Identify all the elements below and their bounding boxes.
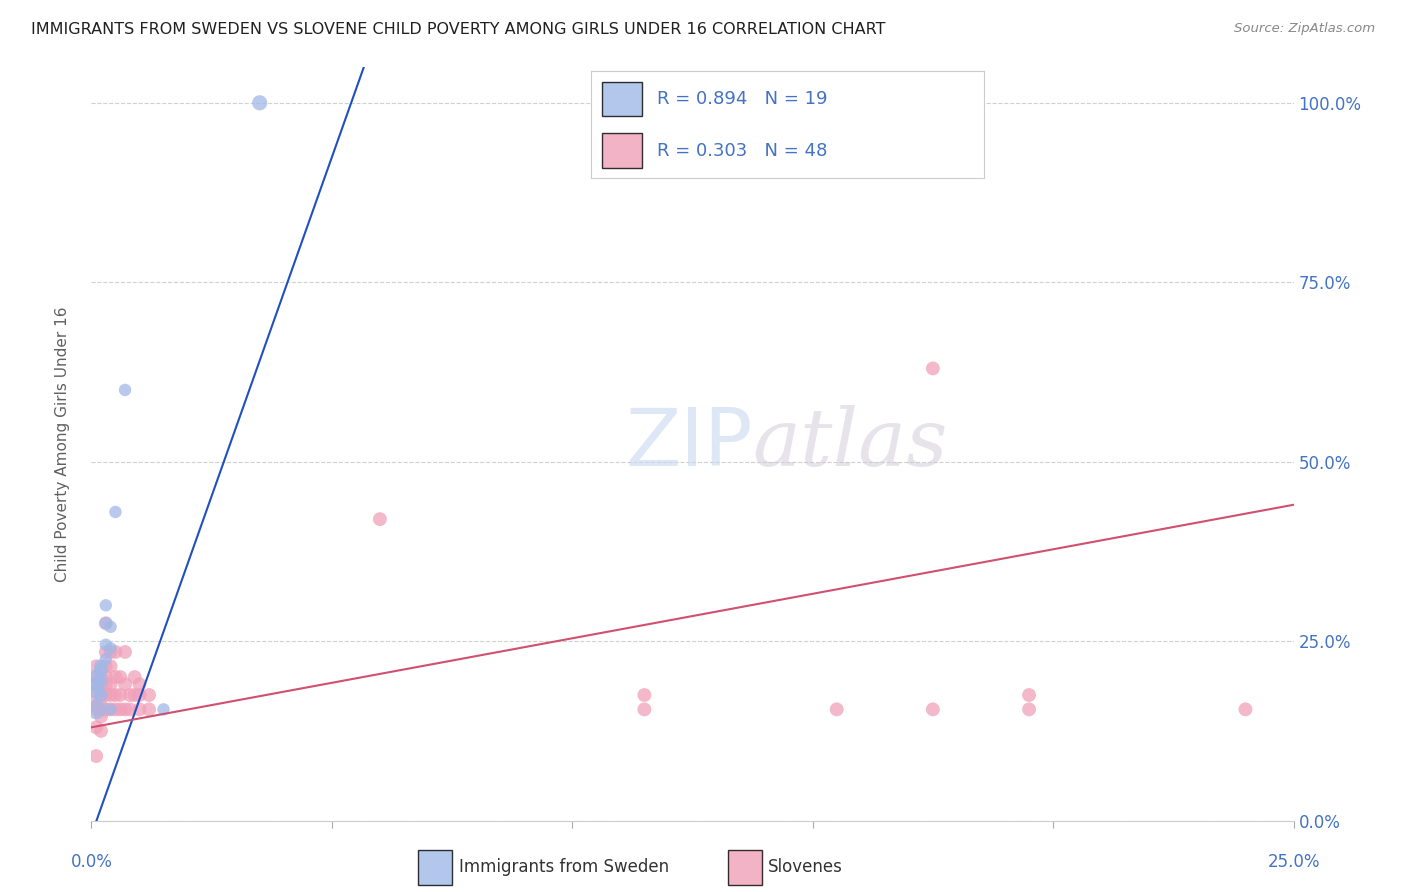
Point [94, 677, 117, 691]
Text: R = 0.303   N = 48: R = 0.303 N = 48 [658, 142, 828, 160]
Point [114, 383, 136, 397]
FancyBboxPatch shape [602, 134, 641, 168]
Text: 0.0%: 0.0% [70, 853, 112, 871]
Point [128, 677, 150, 691]
Point [90, 670, 112, 684]
Point [138, 702, 160, 716]
Point [84, 670, 107, 684]
Point [84, 702, 107, 716]
Point [90, 688, 112, 702]
Point [633, 688, 655, 702]
Point [94, 702, 117, 716]
Point [94, 599, 117, 613]
Point [114, 702, 136, 716]
Point [94, 670, 117, 684]
Point [94, 645, 117, 659]
Point [94, 638, 117, 652]
Text: atlas: atlas [752, 405, 948, 483]
Point [90, 677, 112, 691]
Point [110, 702, 132, 716]
Point [84, 749, 107, 764]
Point [90, 723, 112, 738]
Point [114, 677, 136, 691]
Point [84, 677, 107, 691]
Point [84, 659, 107, 673]
Point [94, 652, 117, 666]
Text: 25.0%: 25.0% [1267, 853, 1320, 871]
Point [114, 645, 136, 659]
Point [118, 688, 141, 702]
Point [152, 702, 174, 716]
Point [633, 702, 655, 716]
Point [100, 641, 122, 656]
Point [1018, 688, 1040, 702]
Point [922, 361, 945, 376]
Point [94, 688, 117, 702]
Point [100, 677, 122, 691]
Text: R = 0.894   N = 19: R = 0.894 N = 19 [658, 90, 828, 108]
Point [104, 688, 127, 702]
Point [104, 702, 127, 716]
Point [94, 616, 117, 631]
Point [368, 512, 391, 526]
Y-axis label: Child Poverty Among Girls Under 16: Child Poverty Among Girls Under 16 [55, 306, 70, 582]
Text: IMMIGRANTS FROM SWEDEN VS SLOVENE CHILD POVERTY AMONG GIRLS UNDER 16 CORRELATION: IMMIGRANTS FROM SWEDEN VS SLOVENE CHILD … [31, 22, 886, 37]
Point [100, 702, 122, 716]
Point [94, 659, 117, 673]
FancyBboxPatch shape [728, 850, 762, 885]
Point [90, 688, 112, 702]
Point [84, 688, 107, 702]
Point [1234, 702, 1257, 716]
Point [110, 670, 132, 684]
Text: ZIP: ZIP [626, 405, 752, 483]
Point [825, 702, 848, 716]
Point [84, 677, 107, 691]
Point [100, 688, 122, 702]
Point [124, 688, 146, 702]
Point [104, 505, 127, 519]
Point [84, 698, 107, 713]
Point [249, 95, 271, 110]
Point [118, 702, 141, 716]
Point [90, 659, 112, 673]
Point [1018, 702, 1040, 716]
Point [90, 709, 112, 723]
Point [90, 702, 112, 716]
Point [94, 616, 117, 631]
Point [110, 688, 132, 702]
Point [84, 720, 107, 734]
Point [100, 702, 122, 716]
Point [100, 645, 122, 659]
Point [100, 620, 122, 634]
Point [90, 663, 112, 677]
Point [84, 670, 107, 684]
Point [128, 688, 150, 702]
FancyBboxPatch shape [419, 850, 453, 885]
Point [124, 670, 146, 684]
Text: Slovenes: Slovenes [768, 858, 842, 877]
Point [128, 702, 150, 716]
Point [90, 673, 112, 688]
Text: Source: ZipAtlas.com: Source: ZipAtlas.com [1234, 22, 1375, 36]
Point [922, 702, 945, 716]
Text: Immigrants from Sweden: Immigrants from Sweden [458, 858, 669, 877]
Point [100, 659, 122, 673]
Point [104, 645, 127, 659]
Point [84, 702, 107, 716]
Point [84, 684, 107, 698]
Point [90, 698, 112, 713]
Point [138, 688, 160, 702]
Point [104, 670, 127, 684]
FancyBboxPatch shape [602, 82, 641, 116]
